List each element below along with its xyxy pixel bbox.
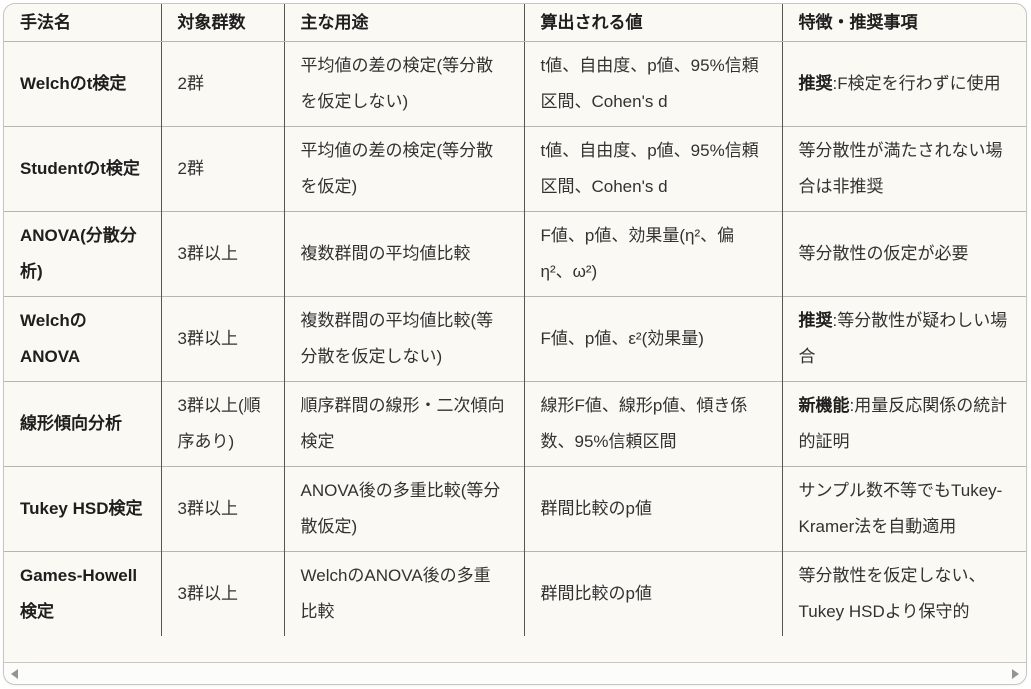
cell-values: 線形F値、線形p値、傾き係数、95%信頼区間: [523, 381, 782, 467]
cell-use: 複数群間の平均値比較(等分散を仮定しない): [283, 296, 524, 382]
cell-method: WelchのANOVA: [4, 296, 161, 382]
column-header-notes: 特徴・推奨事項: [781, 4, 1026, 42]
cell-use: ANOVA後の多重比較(等分散仮定): [283, 466, 524, 552]
cell-method: Welchのt検定: [20, 74, 127, 93]
cell-groups: 3群以上: [160, 211, 284, 297]
column-header-use: 主な用途: [283, 4, 524, 42]
cell-use: 順序群間の線形・二次傾向検定: [283, 381, 524, 467]
cell-method: Studentのt検定: [4, 126, 161, 212]
table-header: 手法名 対象群数 主な用途 算出される値 特徴・推奨事項: [4, 4, 1026, 42]
cell-groups: 3群以上(順序あり): [160, 381, 284, 467]
cell-method: Games-Howell検定: [4, 551, 161, 636]
cell-groups: 3群以上: [160, 466, 284, 552]
cell-values: F値、p値、ε²(効果量): [523, 296, 782, 382]
column-header-groups: 対象群数: [160, 4, 284, 42]
notes-emphasis: 新機能: [798, 396, 850, 415]
cell-groups: 2群: [160, 41, 284, 127]
cell-values: F値、p値、効果量(η²、偏η²、ω²): [523, 211, 782, 297]
cell-method: ANOVA(分散分析): [4, 211, 161, 297]
cell-values: 群間比較のp値: [523, 551, 782, 636]
scroll-left-arrow-icon[interactable]: [11, 668, 18, 679]
cell-notes: サンプル数不等でもTukey-Kramer法を自動適用: [781, 466, 1026, 552]
notes-emphasis: 推奨: [798, 311, 833, 330]
table-card: 手法名 対象群数 主な用途 算出される値 特徴・推奨事項 Welchのt検定 2群…: [3, 3, 1027, 685]
cell-use: WelchのANOVA後の多重比較: [283, 551, 524, 636]
cell-values: t値、自由度、p値、95%信頼区間、Cohen's d: [523, 126, 782, 212]
cell-values: 群間比較のp値: [523, 466, 782, 552]
table-row: WelchのANOVA 3群以上 複数群間の平均値比較(等分散を仮定しない) F値、p…: [4, 296, 1026, 382]
header-row: 手法名 対象群数 主な用途 算出される値 特徴・推奨事項: [4, 4, 1026, 42]
cell-notes: 等分散性が満たされない場合は非推奨: [781, 126, 1026, 212]
cell-method: Tukey HSD検定: [4, 466, 161, 552]
notes-emphasis: 推奨: [798, 74, 833, 93]
cell-notes: 等分散性を仮定しない、Tukey HSDより保守的: [781, 551, 1026, 636]
table-row: ANOVA(分散分析) 3群以上 複数群間の平均値比較 F値、p値、効果量(η²、偏η…: [4, 211, 1026, 297]
table-row: 線形傾向分析 3群以上(順序あり) 順序群間の線形・二次傾向検定 線形F値、線形p値、…: [4, 381, 1026, 467]
horizontal-scrollbar[interactable]: [4, 662, 1026, 684]
table-row: Tukey HSD検定 3群以上 ANOVA後の多重比較(等分散仮定) 群間比較のp値…: [4, 466, 1026, 552]
cell-groups: 3群以上: [160, 551, 284, 636]
cell-use: 平均値の差の検定(等分散を仮定): [283, 126, 524, 212]
table-row: Games-Howell検定 3群以上 WelchのANOVA後の多重比較 群間比較の…: [4, 551, 1026, 636]
cell-notes: 等分散性の仮定が必要: [781, 211, 1026, 297]
cell-use: 複数群間の平均値比較: [283, 211, 524, 297]
cell-groups: 2群: [160, 126, 284, 212]
column-header-method: 手法名: [4, 4, 161, 42]
cell-notes: 推奨:F検定を行わずに使用: [781, 41, 1026, 127]
scroll-right-arrow-icon[interactable]: [1012, 668, 1019, 679]
cell-method: 線形傾向分析: [4, 381, 161, 467]
cell-groups: 3群以上: [160, 296, 284, 382]
cell-notes: 推奨:等分散性が疑わしい場合: [781, 296, 1026, 382]
column-header-values: 算出される値: [523, 4, 782, 42]
table-row: Studentのt検定 2群 平均値の差の検定(等分散を仮定) t値、自由度、p値、9…: [4, 126, 1026, 212]
table-viewport: 手法名 対象群数 主な用途 算出される値 特徴・推奨事項 Welchのt検定 2群…: [4, 4, 1026, 662]
table-row: Welchのt検定 2群 平均値の差の検定(等分散を仮定しない) t値、自由度、p値、…: [4, 41, 1026, 127]
cell-use: 平均値の差の検定(等分散を仮定しない): [283, 41, 524, 127]
cell-notes: 新機能:用量反応関係の統計的証明: [781, 381, 1026, 467]
table-body: Welchのt検定 2群 平均値の差の検定(等分散を仮定しない) t値、自由度、p値、…: [4, 41, 1026, 636]
cell-values: t値、自由度、p値、95%信頼区間、Cohen's d: [523, 41, 782, 127]
statistical-methods-table: 手法名 対象群数 主な用途 算出される値 特徴・推奨事項 Welchのt検定 2群…: [4, 4, 1026, 636]
